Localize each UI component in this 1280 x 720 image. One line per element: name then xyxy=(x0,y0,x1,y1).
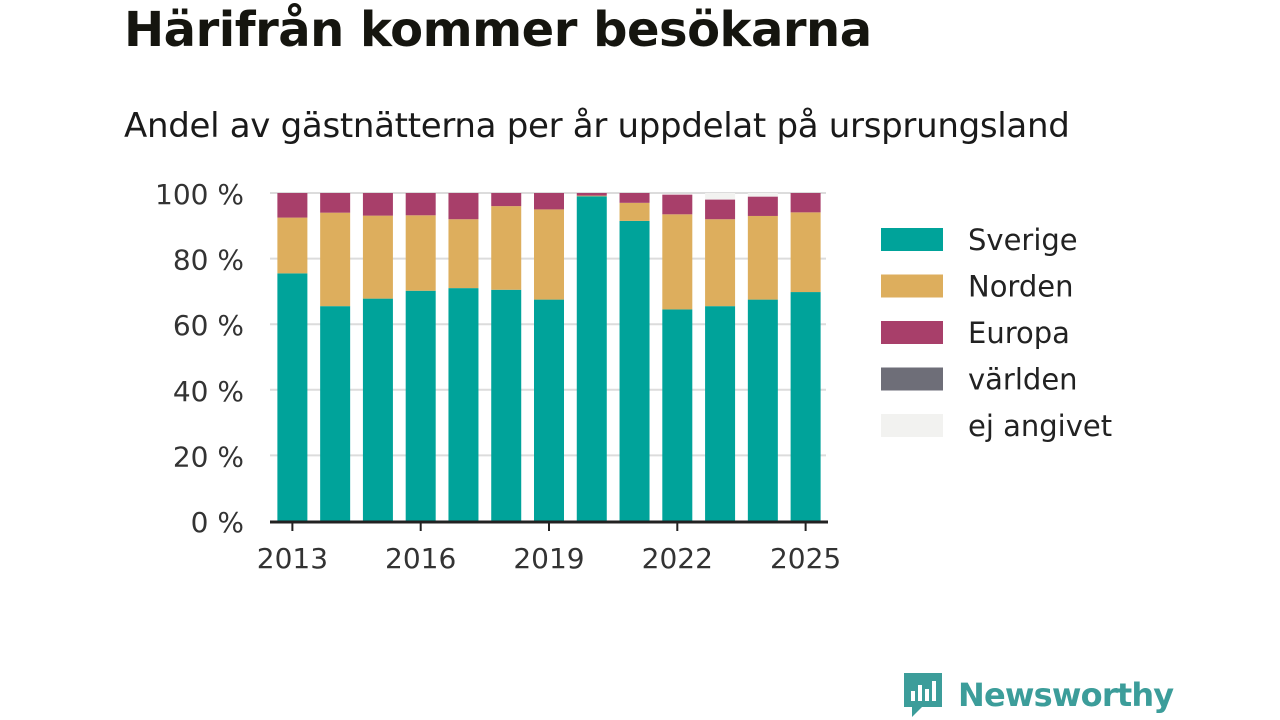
bar-segment xyxy=(619,220,650,521)
bar-segment xyxy=(790,292,821,521)
bar-segment xyxy=(491,206,522,290)
x-tick-label: 2016 xyxy=(385,542,456,575)
bar-segment xyxy=(662,214,693,310)
bar-segment xyxy=(619,193,650,203)
bar-segment xyxy=(576,195,607,197)
newsworthy-logo-icon xyxy=(904,673,942,717)
y-tick-label: 100 % xyxy=(155,178,244,211)
bar-segment xyxy=(405,193,436,216)
bar-segment xyxy=(662,309,693,521)
bar-segment xyxy=(534,193,564,210)
bar-segment xyxy=(747,299,778,521)
x-tick-label: 2019 xyxy=(513,542,584,575)
bar-segment xyxy=(705,199,736,220)
bar-segment xyxy=(362,298,393,521)
bar-segment xyxy=(320,306,351,521)
legend-label: världen xyxy=(968,363,1078,397)
legend-swatch xyxy=(881,274,943,298)
bar-segment xyxy=(405,215,436,291)
y-tick-label: 20 % xyxy=(173,440,244,473)
legend-swatch xyxy=(881,414,943,437)
bar-segment xyxy=(705,219,736,307)
bar-segment xyxy=(747,196,778,216)
y-tick-label: 60 % xyxy=(173,309,244,342)
newsworthy-logo-text: Newsworthy xyxy=(958,676,1174,714)
bar-segment xyxy=(277,217,308,274)
legend-swatch xyxy=(881,321,943,344)
y-tick-label: 0 % xyxy=(191,506,244,539)
bar-segment xyxy=(534,299,564,521)
bar-segment xyxy=(448,219,479,289)
bar-segment xyxy=(320,212,351,307)
x-tick-label: 2013 xyxy=(257,542,328,575)
legend-label: Sverige xyxy=(968,223,1078,257)
bar-segment xyxy=(705,306,736,521)
bar-segment xyxy=(576,196,607,521)
chart-title: Härifrån kommer besökarna xyxy=(124,2,872,58)
bar-segment xyxy=(448,288,479,521)
bar-segment xyxy=(448,193,479,220)
bar-segment xyxy=(491,289,522,521)
bar-segment xyxy=(277,193,308,218)
bar-segment xyxy=(362,193,393,216)
bar-segment xyxy=(705,193,736,200)
bar-segment xyxy=(790,212,821,293)
chart-subtitle: Andel av gästnätterna per år uppdelat på… xyxy=(124,106,1070,146)
legend-label: ej angivet xyxy=(968,409,1112,443)
bar-segment xyxy=(491,193,522,207)
bar-segment xyxy=(320,193,351,213)
bar-segment xyxy=(662,194,693,215)
stacked-bar-chart: 0 % 20 % 40 % 60 % 80 % 100 % 2013 2016 2019 2022… xyxy=(155,178,1112,575)
bar-segment xyxy=(405,290,436,521)
legend-swatch xyxy=(881,367,943,391)
x-tick-label: 2022 xyxy=(642,542,713,575)
bar-segment xyxy=(362,215,393,299)
bar-segment xyxy=(619,202,650,221)
newsworthy-logo: Newsworthy xyxy=(902,671,1174,719)
bar-segment xyxy=(277,273,308,521)
bar-segment xyxy=(747,193,778,197)
bar-segment xyxy=(747,215,778,300)
y-tick-label: 40 % xyxy=(173,375,244,408)
bar-segment xyxy=(576,193,607,196)
legend-label: Norden xyxy=(968,270,1073,304)
legend-swatch xyxy=(881,228,943,251)
legend-label: Europa xyxy=(968,316,1070,350)
x-tick-label: 2025 xyxy=(770,542,841,575)
bar-segment xyxy=(534,209,564,300)
bar-segment xyxy=(790,193,821,213)
y-tick-label: 80 % xyxy=(173,244,244,277)
